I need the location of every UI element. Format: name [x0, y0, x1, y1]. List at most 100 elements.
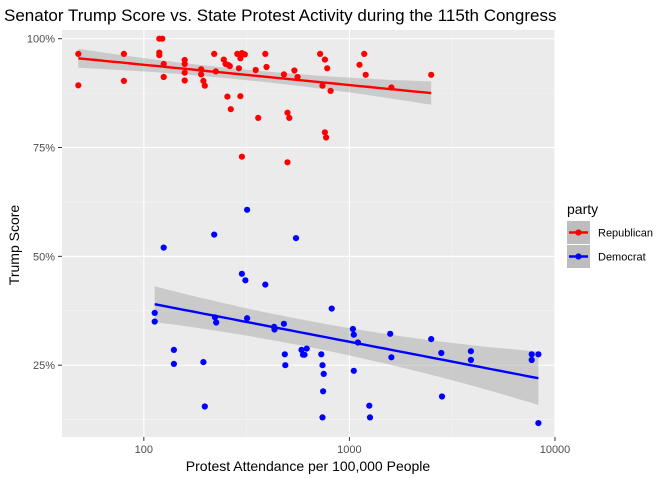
x-tick-label: 100: [135, 444, 153, 456]
data-point-republican: [227, 106, 234, 113]
data-point-democrat: [160, 244, 167, 251]
data-point-republican: [317, 50, 324, 58]
data-point-republican: [211, 50, 218, 58]
data-point-republican: [262, 50, 269, 58]
data-point-democrat: [366, 414, 374, 421]
data-point-republican: [284, 159, 291, 166]
data-point-democrat: [301, 351, 308, 358]
data-point-democrat: [438, 393, 446, 400]
data-point-democrat: [303, 345, 310, 352]
data-point-republican: [120, 77, 127, 84]
data-point-republican: [181, 77, 188, 84]
x-axis-ticks: 100 1000 10000: [135, 437, 571, 456]
data-point-republican: [201, 82, 208, 89]
data-point-democrat: [292, 235, 300, 242]
data-point-republican: [75, 82, 82, 89]
data-point-republican: [238, 153, 245, 160]
data-points: [75, 35, 542, 427]
confidence-band-democrat: [154, 286, 539, 405]
data-point-republican: [159, 35, 166, 42]
x-tick-label: 1000: [337, 444, 361, 456]
data-point-republican: [234, 50, 241, 58]
trend-line-republican: [78, 57, 432, 95]
data-point-republican: [356, 61, 363, 68]
data-point-democrat: [242, 277, 249, 284]
data-point-republican: [181, 69, 188, 76]
trend-lines: [78, 57, 539, 380]
data-point-republican: [324, 65, 331, 72]
x-axis-title: Protest Attendance per 100,000 People: [186, 458, 431, 474]
data-point-democrat: [528, 351, 535, 358]
data-point-democrat: [320, 370, 327, 377]
data-point-republican: [181, 60, 188, 68]
data-point-republican: [294, 73, 301, 81]
data-point-republican: [75, 50, 82, 58]
data-point-republican: [224, 93, 231, 100]
data-point-democrat: [350, 367, 357, 374]
data-point-democrat: [467, 348, 474, 355]
data-point-democrat: [328, 305, 335, 312]
data-point-democrat: [282, 362, 289, 369]
data-point-democrat: [151, 309, 158, 316]
data-point-republican: [252, 66, 259, 74]
y-tick-label: 100%: [27, 34, 55, 46]
y-tick-label: 50%: [33, 251, 55, 263]
data-point-democrat: [244, 206, 251, 213]
data-point-democrat: [350, 331, 357, 338]
data-point-democrat: [388, 354, 395, 361]
data-point-democrat: [201, 403, 208, 410]
chart-title: Senator Trump Score vs. State Protest Ac…: [4, 6, 556, 25]
data-point-republican: [321, 56, 328, 63]
data-point-democrat: [319, 414, 326, 421]
data-point-democrat: [211, 231, 218, 238]
data-point-republican: [237, 93, 244, 100]
data-point-democrat: [213, 319, 220, 326]
data-point-democrat: [528, 356, 535, 364]
legend-title: party: [567, 201, 598, 217]
data-point-republican: [235, 65, 242, 72]
data-point-republican: [160, 73, 167, 81]
legend-label-democrat: Democrat: [598, 252, 646, 264]
legend-label-republican: Republican: [598, 228, 653, 240]
data-point-democrat: [467, 356, 474, 364]
data-point-republican: [291, 67, 298, 74]
data-point-democrat: [387, 330, 394, 337]
data-point-republican: [120, 50, 127, 58]
data-point-republican: [361, 50, 368, 58]
data-point-republican: [263, 63, 270, 71]
data-point-democrat: [262, 281, 269, 288]
data-point-republican: [327, 87, 334, 94]
data-point-republican: [362, 71, 369, 78]
data-point-republican: [226, 63, 233, 70]
y-axis-title: Trump Score: [6, 205, 22, 286]
data-point-republican: [237, 55, 244, 62]
data-point-republican: [156, 52, 163, 59]
data-point-republican: [319, 82, 326, 89]
data-point-republican: [200, 77, 207, 84]
data-point-republican: [280, 71, 287, 78]
data-point-democrat: [438, 349, 445, 357]
data-point-democrat: [319, 362, 326, 369]
data-point-democrat: [298, 346, 305, 353]
data-point-republican: [284, 109, 291, 116]
x-tick-label: 10000: [540, 444, 571, 456]
y-tick-label: 25%: [33, 360, 55, 372]
data-point-democrat: [535, 420, 542, 427]
data-point-democrat: [320, 388, 327, 395]
data-point-democrat: [200, 359, 207, 366]
y-tick-label: 75%: [33, 143, 55, 155]
data-point-democrat: [349, 325, 356, 333]
data-point-democrat: [281, 351, 288, 358]
data-point-republican: [286, 114, 293, 121]
data-point-republican: [321, 129, 328, 136]
data-point-democrat: [170, 346, 177, 353]
data-point-democrat: [428, 336, 435, 343]
legend-key-point: [575, 253, 582, 260]
data-point-democrat: [238, 270, 245, 277]
trend-line-democrat: [154, 303, 539, 380]
data-point-republican: [323, 134, 330, 141]
y-axis-ticks: 25% 50% 75% 100%: [27, 34, 62, 372]
data-point-democrat: [151, 318, 158, 325]
legend: party Republican Democrat: [567, 201, 653, 268]
